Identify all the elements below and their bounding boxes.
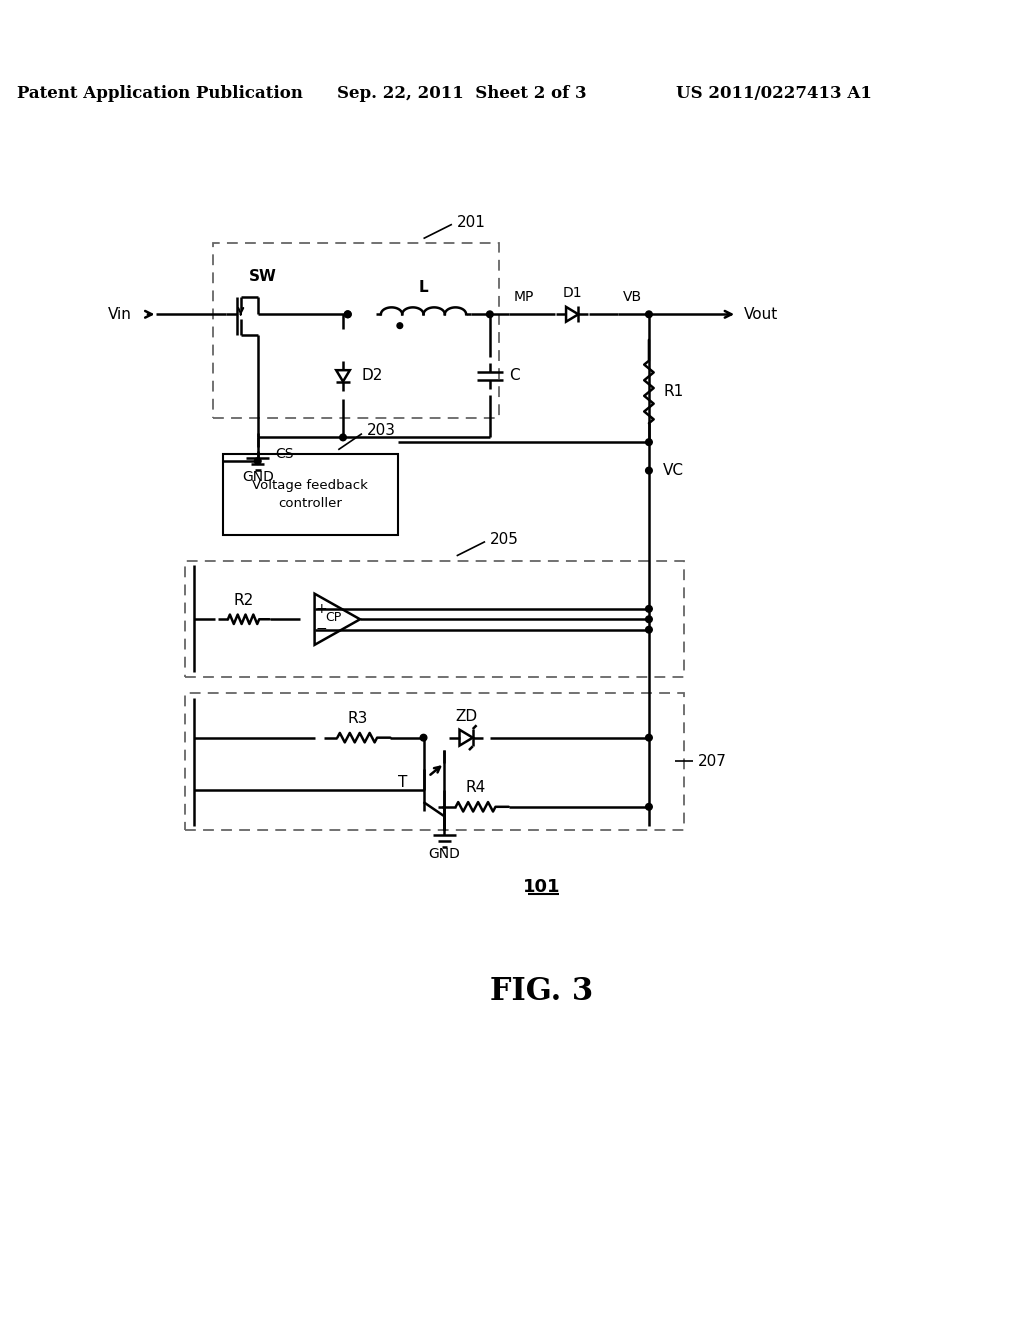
Text: 205: 205 <box>489 532 519 548</box>
Text: 101: 101 <box>523 878 561 896</box>
Circle shape <box>645 438 652 445</box>
Text: Vout: Vout <box>743 306 778 322</box>
Text: SW: SW <box>249 269 276 284</box>
Text: R2: R2 <box>233 593 254 607</box>
Text: R4: R4 <box>466 780 485 796</box>
Text: T: T <box>398 775 408 789</box>
Text: ZD: ZD <box>455 709 477 725</box>
Text: Vin: Vin <box>108 306 132 322</box>
Circle shape <box>340 434 346 441</box>
Circle shape <box>344 312 351 318</box>
Text: VC: VC <box>664 463 684 478</box>
Text: −: − <box>315 622 327 636</box>
Text: C: C <box>509 368 519 383</box>
Circle shape <box>645 606 652 612</box>
Text: FIG. 3: FIG. 3 <box>490 975 594 1007</box>
Text: GND: GND <box>242 470 273 484</box>
Polygon shape <box>314 594 360 645</box>
Text: R1: R1 <box>664 384 683 400</box>
Bar <box>223 454 398 535</box>
Text: VB: VB <box>623 290 642 304</box>
Text: R3: R3 <box>347 711 368 726</box>
Text: US 2011/0227413 A1: US 2011/0227413 A1 <box>676 84 871 102</box>
Bar <box>185 561 684 677</box>
Text: Sep. 22, 2011  Sheet 2 of 3: Sep. 22, 2011 Sheet 2 of 3 <box>337 84 586 102</box>
Text: CS: CS <box>274 446 293 461</box>
Text: L: L <box>419 280 428 296</box>
Circle shape <box>645 627 652 634</box>
Text: CP: CP <box>326 611 342 624</box>
Circle shape <box>645 467 652 474</box>
Circle shape <box>344 312 351 318</box>
Text: 201: 201 <box>457 215 485 230</box>
Circle shape <box>397 323 402 329</box>
Bar <box>213 243 500 418</box>
Text: +: + <box>315 602 327 616</box>
Circle shape <box>645 312 652 318</box>
Circle shape <box>254 458 261 465</box>
Circle shape <box>645 804 652 810</box>
Circle shape <box>645 616 652 623</box>
Circle shape <box>486 312 494 318</box>
Text: Voltage feedback
controller: Voltage feedback controller <box>252 479 369 510</box>
Text: 203: 203 <box>367 424 395 438</box>
Text: 207: 207 <box>698 754 727 768</box>
Circle shape <box>420 734 427 741</box>
Circle shape <box>645 734 652 741</box>
Text: D2: D2 <box>361 368 383 383</box>
Bar <box>185 693 684 830</box>
Text: MP: MP <box>513 290 534 304</box>
Text: D1: D1 <box>562 286 582 301</box>
Text: Patent Application Publication: Patent Application Publication <box>17 84 303 102</box>
Text: GND: GND <box>428 847 461 861</box>
